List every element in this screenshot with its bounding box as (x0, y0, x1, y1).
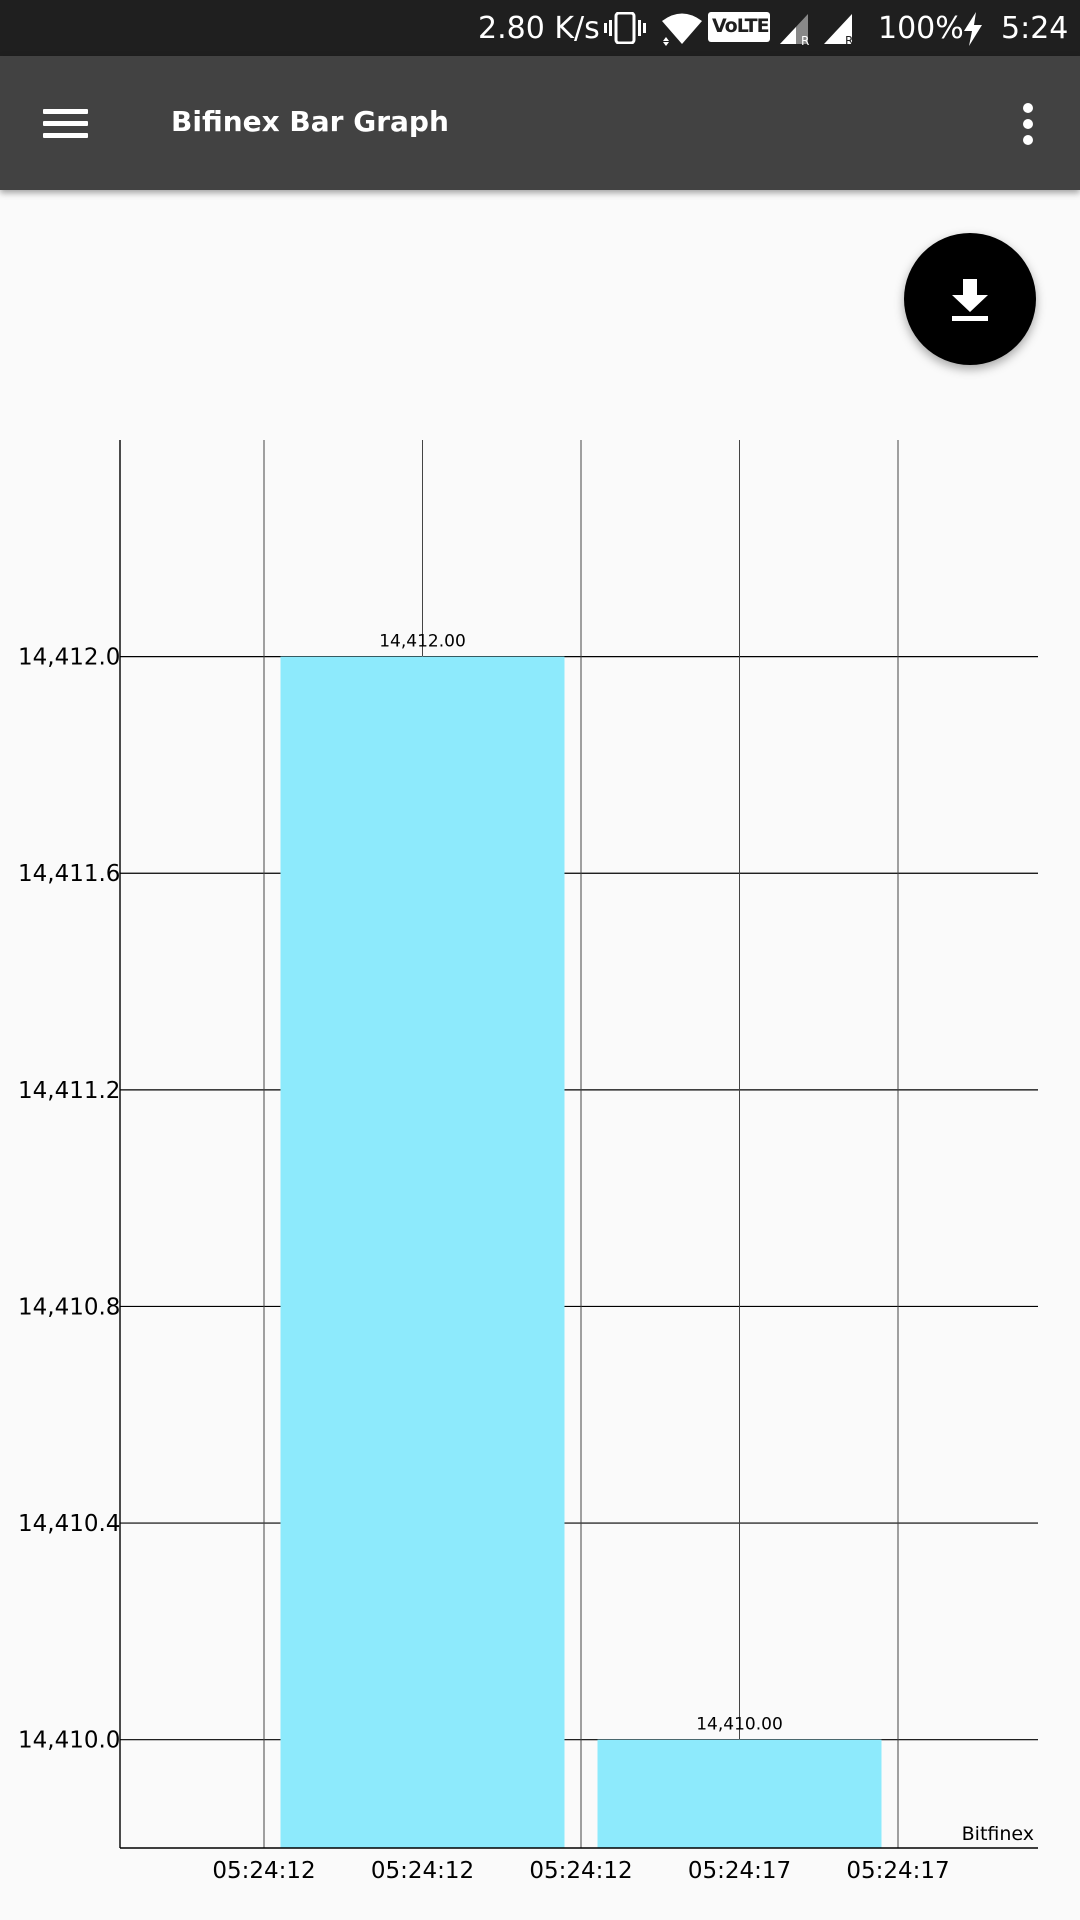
clock: 5:24 (1001, 10, 1069, 46)
battery-level: 100% (878, 10, 964, 46)
status-bar: 2.80 K/s VoLTE R R 100% 5:24 (0, 0, 1080, 56)
bar-value-label: 14,412.00 (379, 632, 466, 652)
x-tick-label: 05:24:12 (529, 1858, 632, 1884)
wifi-icon (662, 13, 702, 46)
charging-icon (964, 12, 982, 46)
volte-icon: VoLTE (708, 12, 770, 42)
bar (597, 1739, 882, 1848)
svg-text:R: R (845, 34, 853, 46)
svg-text:R: R (801, 34, 809, 46)
y-tick-label: 14,411.6 (18, 861, 120, 887)
signal-roaming-icon: R (780, 14, 809, 46)
page-title: Bifinex Bar Graph (171, 105, 449, 138)
y-tick-label: 14,412.0 (18, 645, 120, 671)
x-tick-label: 05:24:17 (688, 1858, 791, 1884)
network-speed: 2.80 K/s (478, 10, 600, 46)
app-toolbar: Bifinex Bar Graph (0, 56, 1080, 190)
y-tick-label: 14,410.0 (18, 1728, 120, 1754)
bar (280, 656, 565, 1848)
y-tick-label: 14,411.2 (18, 1078, 120, 1104)
download-icon (952, 279, 988, 321)
x-tick-label: 05:24:12 (371, 1858, 474, 1884)
x-tick-label: 05:24:17 (846, 1858, 949, 1884)
signal-roaming-icon: R (824, 14, 853, 46)
hamburger-menu-icon[interactable] (28, 90, 104, 156)
bar-chart-canvas: 14,412.00 14,410.00 14,410.0 14,410.4 14,410… (18, 440, 1038, 1884)
chart-description: Bitfinex (962, 1823, 1034, 1845)
y-tick-label: 14,410.4 (18, 1511, 120, 1537)
more-vert-icon[interactable] (1000, 90, 1056, 156)
download-button[interactable] (904, 233, 1036, 365)
y-tick-label: 14,410.8 (18, 1294, 120, 1320)
x-tick-label: 05:24:12 (212, 1858, 315, 1884)
vibrate-icon (604, 12, 646, 44)
bar-chart: 14,412.00 14,410.00 14,410.0 14,410.4 14,410… (0, 420, 1080, 1900)
bar-value-label: 14,410.00 (696, 1715, 783, 1735)
